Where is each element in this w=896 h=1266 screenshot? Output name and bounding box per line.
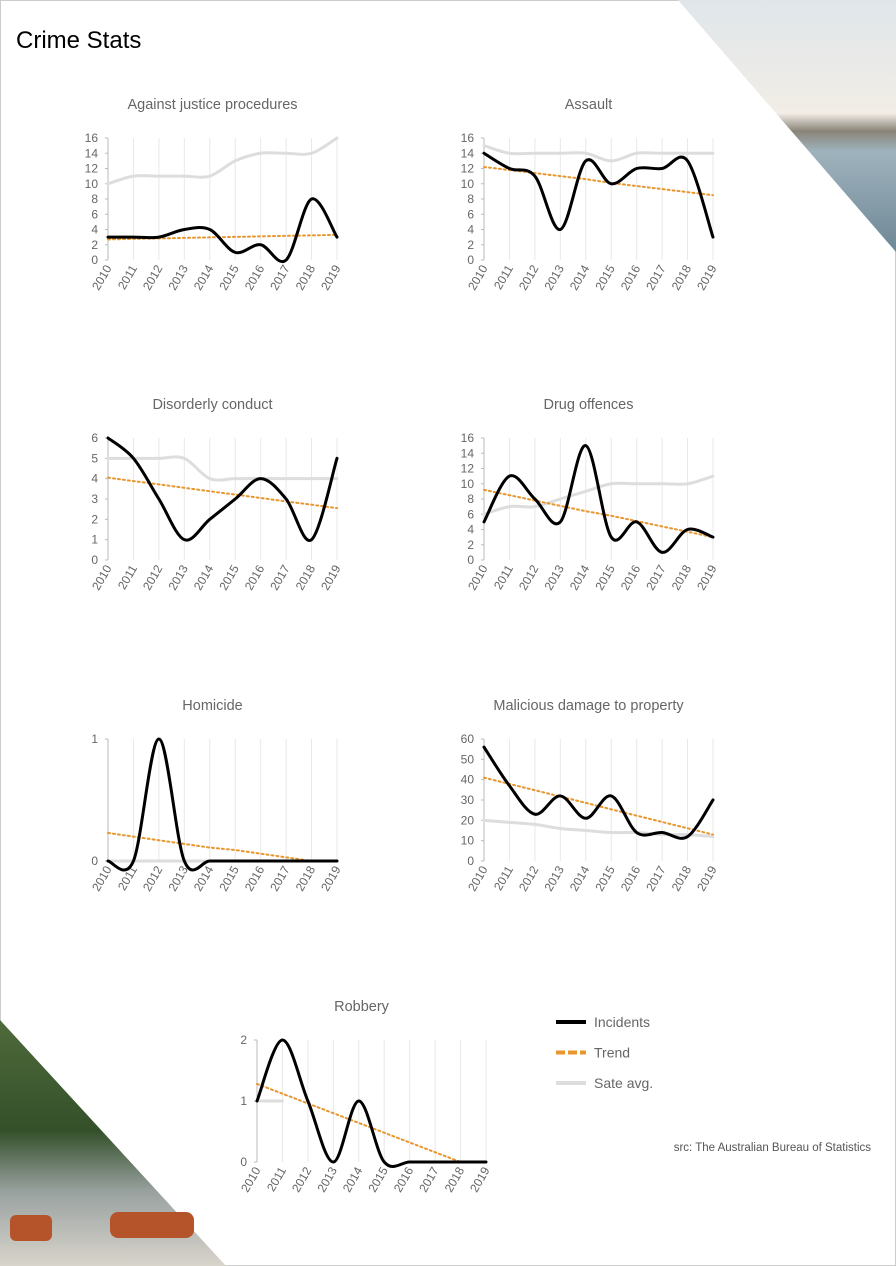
y-tick-label: 12 <box>461 162 475 176</box>
series-line <box>107 831 313 862</box>
y-tick-label: 3 <box>91 492 98 506</box>
y-tick-label: 12 <box>85 162 99 176</box>
y-tick-label: 0 <box>91 253 98 267</box>
y-tick-label: 2 <box>240 1033 247 1047</box>
y-tick-label: 8 <box>91 192 98 206</box>
y-tick-label: 0 <box>91 854 98 868</box>
y-tick-label: 16 <box>85 131 99 145</box>
y-tick-label: 6 <box>91 431 98 445</box>
y-tick-label: 4 <box>91 472 98 486</box>
series-line <box>107 233 338 241</box>
decor-chair <box>110 1212 194 1238</box>
y-tick-label: 0 <box>467 553 474 567</box>
y-tick-label: 8 <box>467 192 474 206</box>
y-tick-label: 14 <box>85 146 99 160</box>
decor-chair <box>10 1215 52 1241</box>
decor-image <box>0 1020 226 1266</box>
y-tick-label: 10 <box>461 834 475 848</box>
series-line <box>106 136 339 186</box>
chart-title: Malicious damage to property <box>493 698 684 714</box>
y-tick-label: 10 <box>461 177 475 191</box>
y-tick-label: 1 <box>91 533 98 547</box>
y-tick-label: 6 <box>467 207 474 221</box>
y-tick-label: 12 <box>461 462 475 476</box>
chart-title: Assault <box>565 97 613 113</box>
y-tick-label: 2 <box>91 512 98 526</box>
y-tick-label: 20 <box>461 813 475 827</box>
legend-label: Trend <box>594 1045 630 1061</box>
series-line <box>106 737 339 872</box>
legend: Incidents Trend Sate avg. <box>556 1014 653 1091</box>
y-tick-label: 2 <box>467 538 474 552</box>
y-tick-label: 14 <box>461 446 475 460</box>
y-tick-label: 16 <box>461 131 475 145</box>
series-line <box>482 144 715 163</box>
series-line <box>482 151 715 239</box>
chart-title: Drug offences <box>543 397 633 413</box>
series-line <box>482 818 715 839</box>
y-tick-label: 10 <box>85 177 99 191</box>
chart-title: Against justice procedures <box>127 97 297 113</box>
series-line <box>107 476 338 510</box>
series-line <box>256 1082 462 1163</box>
y-tick-label: 0 <box>467 854 474 868</box>
y-tick-label: 0 <box>467 253 474 267</box>
y-tick-label: 0 <box>91 553 98 567</box>
y-tick-label: 0 <box>240 1155 247 1169</box>
legend-label: Incidents <box>594 1014 650 1030</box>
y-tick-label: 60 <box>461 732 475 746</box>
y-tick-label: 40 <box>461 773 475 787</box>
series-line <box>106 455 339 482</box>
y-tick-label: 6 <box>467 507 474 521</box>
series-line <box>483 488 714 539</box>
page-title: Crime Stats <box>16 27 141 54</box>
y-tick-label: 50 <box>461 752 475 766</box>
y-tick-label: 8 <box>467 492 474 506</box>
y-tick-label: 1 <box>91 732 98 746</box>
series-line <box>482 745 715 840</box>
y-tick-label: 16 <box>461 431 475 445</box>
y-tick-label: 2 <box>91 238 98 252</box>
y-tick-label: 4 <box>91 223 98 237</box>
series-line <box>106 436 339 542</box>
y-tick-label: 6 <box>91 207 98 221</box>
chart-title: Robbery <box>334 999 390 1015</box>
series-line <box>482 444 715 554</box>
chart-title: Homicide <box>182 698 242 714</box>
decor-image <box>678 0 896 252</box>
chart-title: Disorderly conduct <box>152 397 272 413</box>
y-tick-label: 5 <box>91 451 98 465</box>
y-tick-label: 30 <box>461 793 475 807</box>
legend-label: Sate avg. <box>594 1075 653 1091</box>
y-tick-label: 10 <box>461 477 475 491</box>
y-tick-label: 4 <box>467 223 474 237</box>
y-tick-label: 4 <box>467 523 474 537</box>
series-line <box>255 1038 488 1168</box>
y-tick-label: 14 <box>461 146 475 160</box>
series-line <box>106 197 339 264</box>
y-tick-label: 1 <box>240 1094 247 1108</box>
series-line <box>483 165 714 197</box>
source: src: The Australian Bureau of Statistics <box>674 1142 872 1154</box>
y-tick-label: 2 <box>467 238 474 252</box>
